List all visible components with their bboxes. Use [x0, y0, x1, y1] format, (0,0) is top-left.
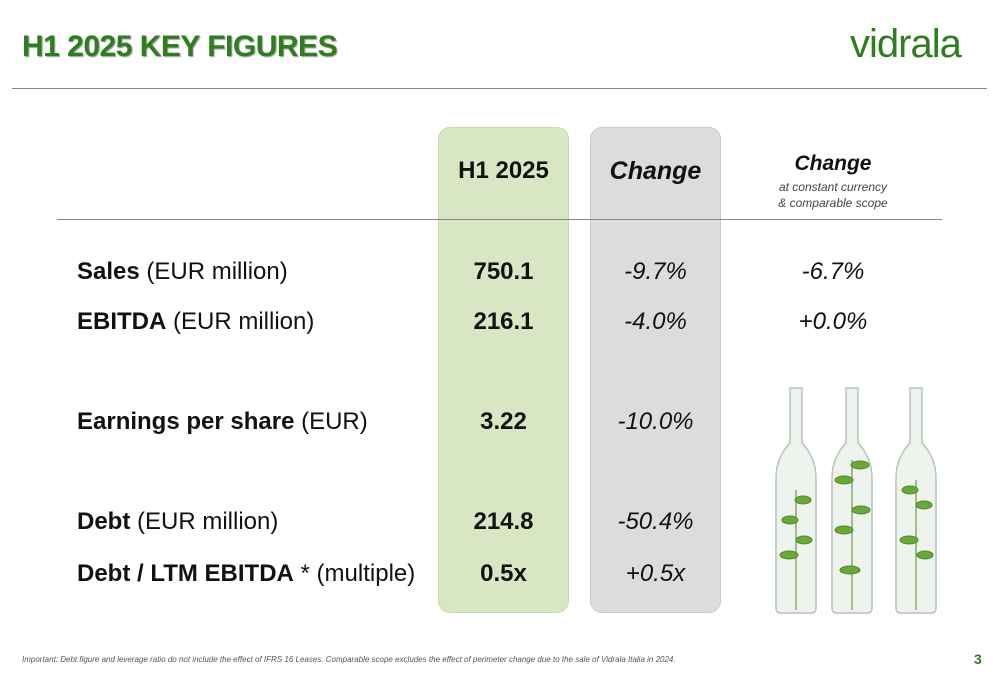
change-value: -10.0%	[617, 408, 694, 435]
slide-title: H1 2025 KEY FIGURES	[22, 30, 338, 63]
label-bold: EBITDA	[77, 308, 167, 335]
column-header: Change	[794, 152, 872, 175]
column-header: H1 2025	[458, 157, 549, 184]
label-bold: Sales	[77, 258, 140, 285]
logo: vidrala	[850, 22, 962, 66]
row-label: EBITDA (EUR million)	[77, 308, 314, 336]
bottles-illustration	[775, 387, 937, 614]
label-bold: Debt / LTM EBITDA	[77, 560, 294, 587]
h1-value: 216.1	[473, 308, 534, 335]
header-rule	[12, 88, 987, 89]
label-rest: (EUR million)	[173, 308, 315, 335]
label-rest: * (multiple)	[300, 560, 416, 587]
note-line: & comparable scope	[778, 196, 888, 210]
change-cc-value: -6.7%	[801, 258, 865, 285]
label-bold: Debt	[77, 508, 131, 535]
label-rest: (EUR million)	[137, 508, 279, 535]
row-label: Sales (EUR million)	[77, 258, 288, 286]
page-number: 3	[974, 651, 982, 667]
row-label: Debt (EUR million)	[77, 508, 278, 536]
h1-value: 0.5x	[480, 560, 527, 587]
label-rest: (EUR million)	[146, 258, 288, 285]
change-value: -9.7%	[624, 258, 687, 285]
label-bold: Earnings per share	[77, 408, 295, 435]
table-rule	[57, 219, 942, 220]
h1-column-bg	[438, 127, 569, 613]
row-label: Debt / LTM EBITDA * (multiple)	[77, 560, 415, 588]
footnote: Important: Debt figure and leverage rati…	[22, 655, 676, 664]
change-cc-value: +0.0%	[798, 308, 868, 335]
change-value: +0.5x	[625, 560, 686, 587]
row-label: Earnings per share (EUR)	[77, 408, 368, 436]
column-header: Change	[609, 157, 702, 185]
label-rest: (EUR)	[301, 408, 368, 435]
change-column-bg	[590, 127, 721, 613]
change-value: -50.4%	[617, 508, 694, 535]
note-line: at constant currency	[778, 180, 888, 194]
h1-value: 750.1	[473, 258, 534, 285]
column-note: at constant currency & comparable scope	[753, 179, 913, 211]
h1-value: 3.22	[480, 408, 527, 435]
change-value: -4.0%	[624, 308, 687, 335]
h1-value: 214.8	[473, 508, 534, 535]
